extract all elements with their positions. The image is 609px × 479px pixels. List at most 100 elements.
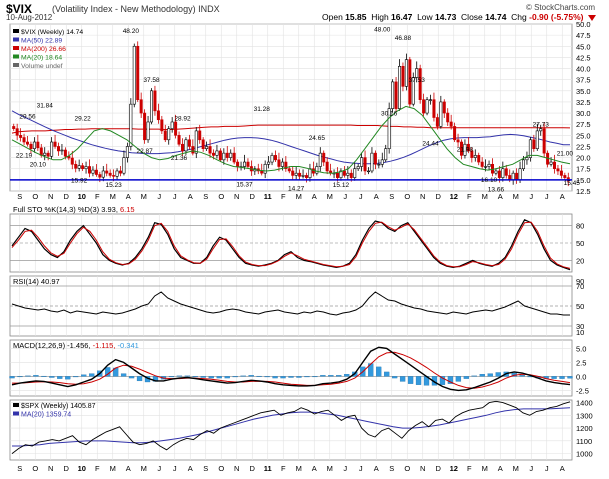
candle-body <box>384 148 388 161</box>
candle-body <box>353 168 357 178</box>
x-tick-label-bottom: O <box>404 464 410 473</box>
low-label: Low <box>417 12 433 22</box>
macd-hist-bar <box>296 376 302 378</box>
candle-body <box>115 170 119 177</box>
macd-hist-bar <box>384 371 390 377</box>
macd-hist-bar <box>49 376 55 378</box>
candle-body <box>480 161 484 167</box>
spx-legend-entry: MA(20) 1359.74 <box>21 412 71 419</box>
candle-body <box>215 150 219 156</box>
candle-body <box>315 166 319 174</box>
x-tick-label-bottom: J <box>157 464 161 473</box>
x-tick-label-top: N <box>48 192 53 201</box>
candle-body <box>70 157 74 165</box>
x-tick-label-top: D <box>436 192 442 201</box>
panel-frame-4 <box>9 399 573 461</box>
price-annotation: 28.92 <box>174 116 191 123</box>
macd-hist-bar <box>439 376 446 385</box>
candle-body <box>463 143 467 156</box>
macd-hist-bar <box>120 373 127 377</box>
macd-hist-bar <box>407 376 414 384</box>
macd-hist-bar <box>33 375 39 377</box>
x-tick-label-bottom: A <box>560 464 565 473</box>
macd-legend-2: -0.341 <box>115 341 138 350</box>
y-tick-label: 1200 <box>576 424 593 433</box>
candle-body <box>411 77 415 105</box>
x-tick-label-bottom: M <box>482 464 488 473</box>
candle-body <box>25 141 30 145</box>
y-tick-label: 37.5 <box>576 76 591 85</box>
macd-hist-bar <box>559 376 565 379</box>
macd-hist-bar <box>479 374 485 377</box>
x-tick-label-bottom: M <box>110 464 116 473</box>
x-tick-label-top: M <box>327 192 333 201</box>
candle-body <box>50 141 54 157</box>
candle-body <box>129 103 133 147</box>
candle-body <box>542 128 546 154</box>
legend-swatch <box>13 411 19 416</box>
x-tick-label-top: J <box>529 192 533 201</box>
macd-hist-bar <box>399 376 406 382</box>
x-tick-label-bottom: 11 <box>264 464 272 473</box>
candle-body <box>304 175 309 178</box>
ma20-line <box>11 105 571 174</box>
y-tick-label: 70 <box>576 282 584 291</box>
x-tick-label-top: A <box>498 192 503 201</box>
x-tick-label-top: M <box>141 192 147 201</box>
macd-hist-bar <box>264 376 270 378</box>
candle-body <box>180 143 185 152</box>
x-tick-label-top: M <box>482 192 488 201</box>
macd-line <box>11 346 571 392</box>
price-annotation: 27.73 <box>533 121 550 128</box>
x-tick-label-bottom: M <box>513 464 519 473</box>
candle-body <box>497 170 501 178</box>
candle-body <box>132 45 136 105</box>
candle-body <box>339 170 343 178</box>
candle-body <box>101 170 105 178</box>
y-tick-label: 50 <box>576 302 584 311</box>
candle-body <box>394 81 398 109</box>
candle-body <box>449 121 453 127</box>
macd-hist-bar <box>208 376 214 379</box>
x-tick-label-top: 10 <box>78 192 86 201</box>
y-tick-label: 5.0 <box>576 344 586 353</box>
macd-hist-bar <box>73 376 79 378</box>
candle-body <box>112 175 116 177</box>
candle-body <box>370 152 374 172</box>
candle-body <box>225 152 229 158</box>
candle-body <box>473 155 477 158</box>
price-annotation: 31.28 <box>254 106 271 113</box>
ma200-line <box>11 124 571 134</box>
candle-body <box>81 165 85 170</box>
candle-body <box>160 119 164 132</box>
legend-swatch <box>13 403 19 407</box>
x-tick-label-bottom: D <box>436 464 442 473</box>
candle-body <box>287 168 291 172</box>
price-annotation: 21.36 <box>171 155 188 162</box>
candle-body <box>422 99 426 114</box>
legend-entry: MA(20) 18.64 <box>21 55 62 62</box>
ohlc-readout: Open 15.85 High 16.47 Low 14.73 Close 14… <box>322 12 596 22</box>
x-tick-label-bottom: J <box>545 464 549 473</box>
rsi-title: RSI(14) 40.97 <box>13 277 60 286</box>
y-tick-label: 12.5 <box>576 187 591 196</box>
y-tick-label: -2.5 <box>576 386 589 395</box>
macd-hist-bar <box>447 376 454 384</box>
x-tick-label-top: O <box>404 192 410 201</box>
price-annotation: 15.37 <box>236 182 253 189</box>
candle-body <box>222 152 226 161</box>
y-tick-label: 80 <box>576 222 584 231</box>
x-tick-label-top: J <box>173 192 177 201</box>
candle-body <box>53 141 57 147</box>
macd-hist-bar <box>65 376 71 380</box>
macd-hist-bar <box>200 376 206 378</box>
x-tick-label-bottom: S <box>389 464 394 473</box>
open-label: Open <box>322 12 343 22</box>
macd-hist-bar <box>391 376 398 379</box>
macd-hist-bar <box>256 375 262 377</box>
price-annotation: 22.19 <box>16 153 33 160</box>
legend-entry: Volume undef <box>21 63 63 70</box>
candle-body <box>556 168 560 172</box>
macd-hist-bar <box>519 375 525 377</box>
candle-body <box>418 68 422 101</box>
